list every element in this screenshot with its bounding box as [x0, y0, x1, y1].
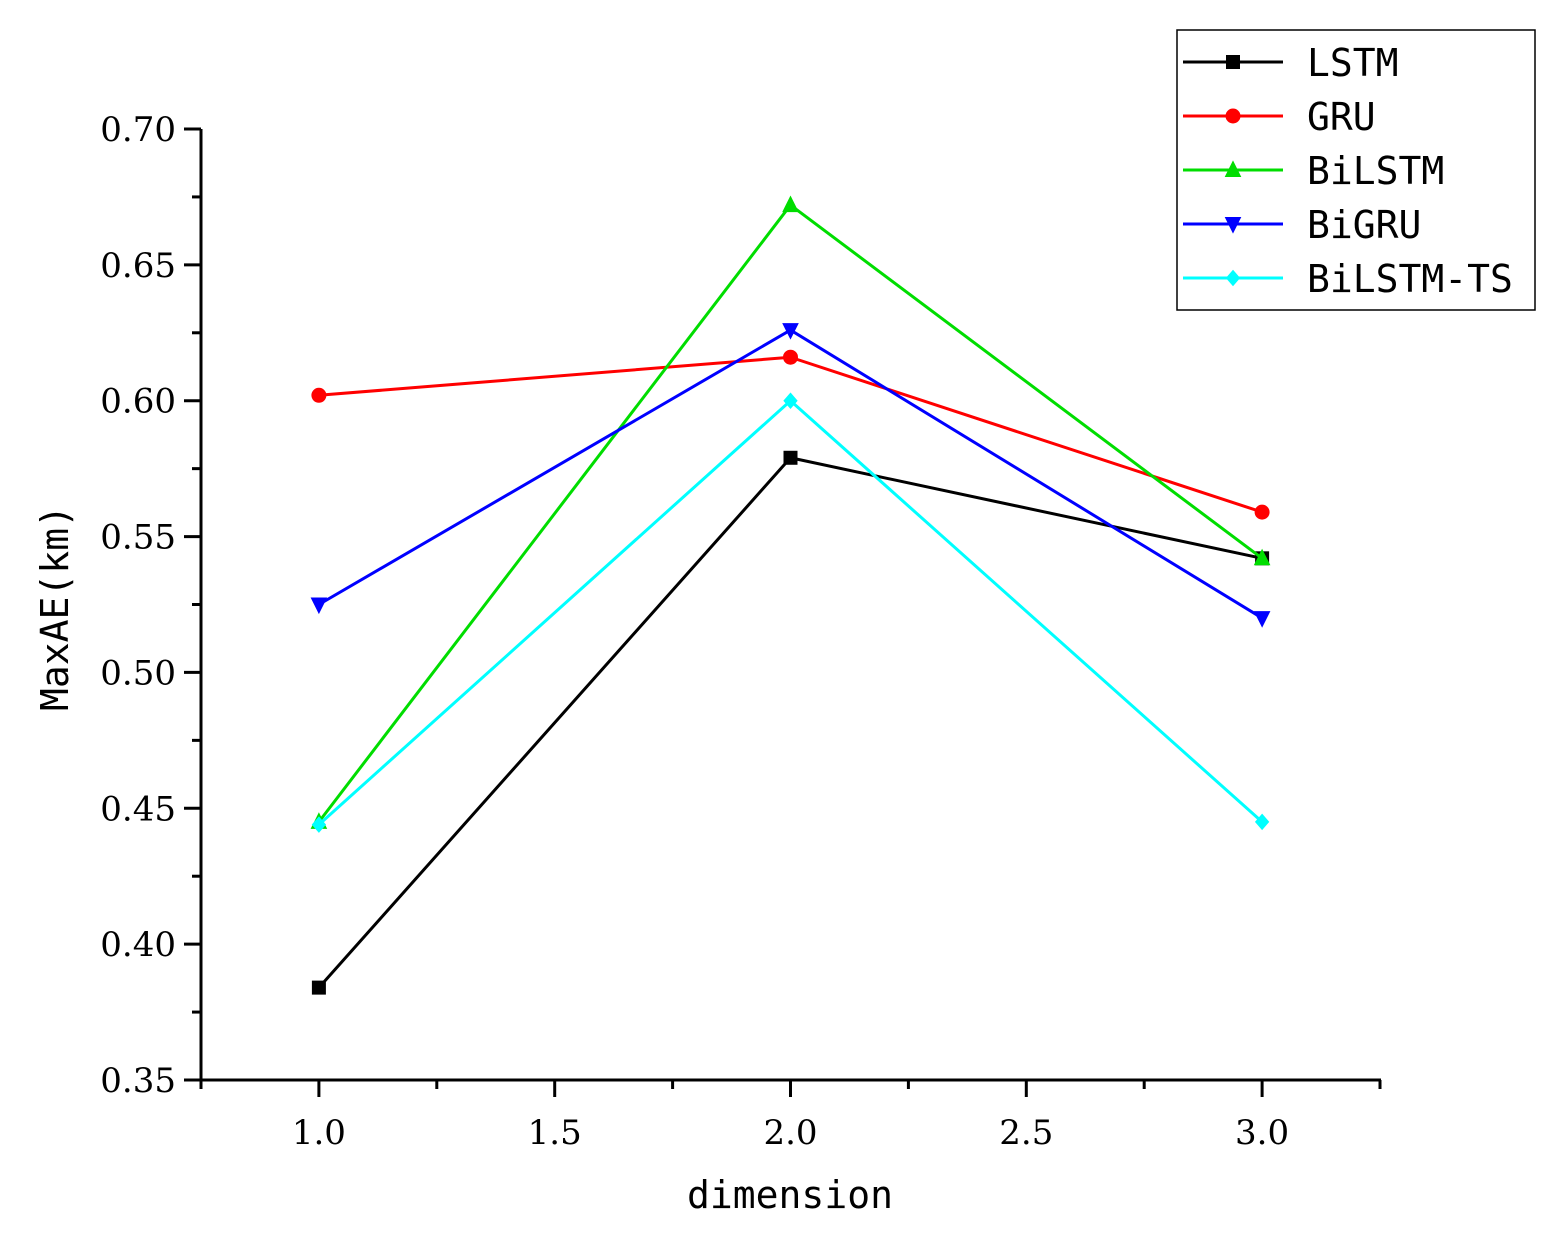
legend-label: LSTM	[1307, 41, 1399, 85]
legend-marker	[1226, 55, 1240, 69]
y-tick-label: 0.65	[100, 246, 176, 286]
series-bilstm-ts	[311, 392, 1270, 833]
y-tick-label: 0.35	[100, 1061, 176, 1101]
axes: 0.35 0.40 0.45 0.50 0.55 0.60 0.65 0.70 1.0 1.5 2…	[100, 110, 1382, 1153]
data-point	[311, 980, 326, 995]
legend-label: BiGRU	[1307, 203, 1421, 247]
x-tick-label: 1.0	[292, 1113, 346, 1153]
legend-label: GRU	[1307, 95, 1376, 139]
y-tick-label: 0.40	[100, 925, 176, 965]
y-tick-label: 0.50	[100, 653, 176, 693]
data-point	[310, 597, 328, 615]
series-line	[317, 456, 1263, 989]
legend-marker	[1224, 217, 1242, 234]
series-gru	[311, 349, 1270, 520]
x-axis-title: dimension	[687, 1173, 893, 1217]
legend-marker	[1225, 108, 1241, 124]
legend-item: LSTM	[1183, 41, 1399, 85]
data-point	[311, 387, 327, 403]
data-point	[782, 323, 799, 340]
data-point	[1253, 548, 1271, 566]
series-line	[318, 355, 1263, 514]
data-point	[1253, 611, 1271, 628]
data-point	[1254, 813, 1270, 831]
legend-item: GRU	[1183, 95, 1376, 139]
legend-label: BiLSTM-TS	[1307, 257, 1513, 301]
legend-marker	[1224, 160, 1242, 177]
y-tick-label: 0.70	[100, 110, 176, 150]
series-bigru	[310, 323, 1271, 628]
data-point	[311, 816, 327, 833]
legend-label: BiLSTM	[1307, 149, 1444, 193]
y-tick-label: 0.45	[100, 789, 176, 829]
legend: LSTM GRU BiLSTM BiGRU BiLSTM-TS	[1176, 29, 1536, 311]
legend-item: BiLSTM	[1183, 149, 1444, 193]
y-tick-label: 0.55	[100, 518, 176, 558]
series-line	[318, 328, 1263, 620]
data-point	[782, 195, 799, 213]
x-ticks: 1.0 1.5 2.0 2.5 3.0	[199, 1080, 1382, 1153]
x-tick-label: 3.0	[1235, 1113, 1289, 1153]
series-line	[317, 203, 1263, 823]
data-point	[1254, 504, 1270, 520]
legend-marker	[1225, 269, 1241, 287]
data-point	[783, 450, 798, 465]
x-tick-label: 2.5	[999, 1113, 1053, 1153]
series-bilstm	[310, 195, 1271, 829]
y-ticks: 0.35 0.40 0.45 0.50 0.55 0.60 0.65 0.70	[100, 110, 201, 1101]
series-lstm	[311, 450, 1270, 995]
y-axis-title: MaxAE(km)	[33, 505, 77, 711]
x-tick-label: 2.0	[763, 1113, 817, 1153]
data-point	[783, 392, 798, 409]
x-tick-label: 1.5	[528, 1113, 582, 1153]
legend-item: BiGRU	[1183, 203, 1421, 247]
y-tick-label: 0.60	[100, 382, 176, 422]
plot-series	[310, 195, 1271, 995]
legend-item: BiLSTM-TS	[1183, 257, 1513, 301]
data-point	[783, 349, 798, 365]
